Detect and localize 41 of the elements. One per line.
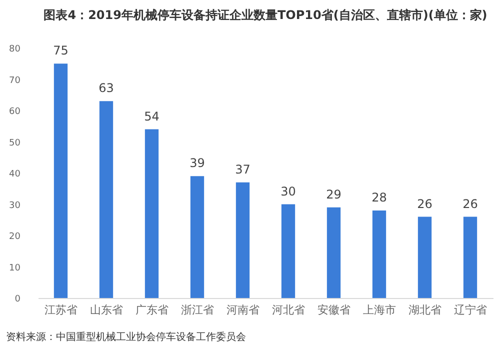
x-tick-label: 河北省 bbox=[272, 304, 305, 316]
bar bbox=[190, 176, 204, 298]
x-tick-label: 浙江省 bbox=[180, 304, 214, 316]
data-label: 26 bbox=[462, 196, 478, 211]
text: 资料来源：中国重型机械工业协会停车设备工作委员会 bbox=[6, 330, 246, 344]
data-label: 28 bbox=[372, 190, 387, 204]
bar bbox=[372, 210, 386, 298]
y-tick-label: 60 bbox=[9, 107, 21, 117]
y-tick-label: 80 bbox=[9, 44, 21, 54]
y-tick-label: 30 bbox=[9, 200, 21, 211]
x-tick-label: 河南省 bbox=[226, 304, 260, 316]
x-tick-label: 山东省 bbox=[90, 304, 123, 316]
bar bbox=[144, 129, 159, 298]
chart-title: 图表4：2019年机械停车设备持证企业数量TOP10省(自治区、直辖市)(单位：家) bbox=[44, 8, 488, 22]
bar bbox=[236, 182, 250, 298]
x-tick-label: 上海市 bbox=[362, 304, 396, 316]
y-tick-label: 0 bbox=[14, 294, 21, 304]
bar bbox=[463, 216, 478, 298]
y-tick-label: 10 bbox=[9, 263, 21, 274]
bar bbox=[281, 204, 296, 298]
bar bbox=[99, 101, 114, 298]
bar bbox=[326, 207, 341, 298]
data-label: 54 bbox=[144, 109, 160, 124]
data-label: 30 bbox=[280, 184, 296, 198]
data-label: 39 bbox=[190, 156, 205, 170]
x-tick-label: 江苏省 bbox=[44, 304, 78, 316]
y-tick-label: 50 bbox=[9, 138, 21, 148]
y-tick-label: 70 bbox=[9, 76, 21, 86]
data-label: 63 bbox=[98, 81, 114, 96]
data-label: 26 bbox=[417, 196, 432, 211]
y-tick-label: 20 bbox=[9, 232, 21, 242]
x-tick-label: 广东省 bbox=[135, 304, 168, 316]
y-tick-label: 40 bbox=[9, 170, 21, 180]
x-tick-label: 安徽省 bbox=[317, 304, 350, 316]
bar bbox=[54, 64, 68, 298]
x-tick-label: 湖北省 bbox=[408, 304, 442, 316]
data-label: 75 bbox=[53, 44, 68, 58]
bar bbox=[418, 216, 432, 298]
x-tick-label: 辽宁省 bbox=[454, 304, 487, 316]
data-label: 29 bbox=[326, 187, 342, 202]
data-label: 37 bbox=[235, 162, 250, 176]
